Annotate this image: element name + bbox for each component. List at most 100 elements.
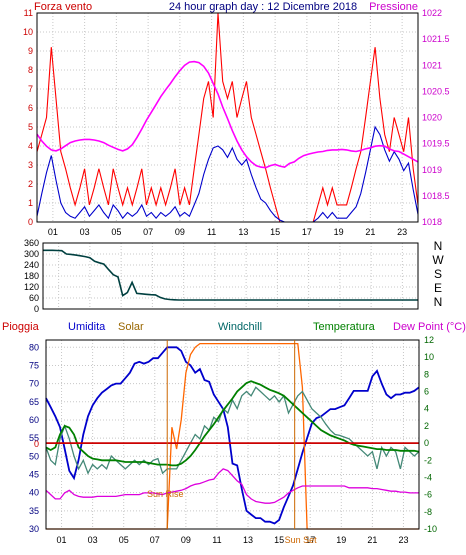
- tick-label: 50: [29, 451, 39, 461]
- left-axis-label: Forza vento: [34, 1, 92, 13]
- tick-label: 8: [28, 65, 33, 75]
- tick-label: 4: [424, 404, 429, 414]
- tick-label: 1020.5: [422, 86, 450, 96]
- annotation-label: Sun Set: [285, 535, 318, 545]
- plot-frame: [36, 12, 419, 223]
- series-line: [36, 125, 419, 223]
- tick-label: 11: [24, 8, 33, 18]
- right-tick-labels: 1018 1018.5 1019 1019.5 1020 1020.5 1021 1021.5…: [422, 8, 450, 227]
- tick-label: 180: [24, 271, 39, 281]
- tick-label: 03: [88, 535, 98, 545]
- tick-label: 45: [29, 469, 39, 479]
- tick-label: -8: [424, 507, 432, 517]
- tick-label: 10: [424, 352, 434, 362]
- tick-label: 1021: [422, 60, 442, 70]
- tick-label: 1021.5: [422, 34, 450, 44]
- plot-frame: [45, 339, 420, 530]
- tick-label: 21: [365, 227, 375, 237]
- tick-label: 2: [28, 179, 33, 189]
- tick-label: 300: [24, 249, 39, 259]
- tick-label: 13: [243, 535, 253, 545]
- tick-label: 1020: [422, 113, 442, 123]
- tick-label: 60: [29, 293, 39, 303]
- tick-label: 360: [24, 238, 39, 248]
- tick-label: 3: [28, 160, 33, 170]
- tick-label: 05: [119, 535, 129, 545]
- tick-label: 0: [424, 438, 429, 448]
- wind-pressure-panel: 24 hour graph day : 12 Dicembre 2018 For…: [23, 1, 450, 237]
- tick-label: 01: [48, 227, 58, 237]
- tick-label: 17: [302, 227, 312, 237]
- tick-label: 13: [238, 227, 248, 237]
- grid: [37, 12, 418, 223]
- tick-label: 30: [29, 524, 39, 534]
- series-line: [45, 468, 419, 504]
- tick-label: 35: [29, 506, 39, 516]
- tick-label: 40: [29, 488, 39, 498]
- series-line: [45, 380, 420, 467]
- legend-entry: Solar: [118, 321, 144, 333]
- tick-label: 07: [143, 227, 153, 237]
- tick-label: 4: [28, 141, 33, 151]
- tick-label: 2: [424, 421, 429, 431]
- tick-label: 11: [212, 535, 221, 545]
- tick-label: 60: [29, 415, 39, 425]
- tick-label: 23: [398, 535, 408, 545]
- plot-frame: [42, 242, 419, 310]
- tick-label: 11: [207, 227, 216, 237]
- tick-label: 10: [23, 27, 33, 37]
- tick-label: 1018: [422, 217, 442, 227]
- direction-label: E: [434, 281, 442, 295]
- tick-label: 05: [111, 227, 121, 237]
- tick-label: 6: [28, 103, 33, 113]
- x-tick-labels: 01 03 05 07 09 11 13 15 17 19 21 23: [57, 535, 409, 545]
- left-tick-labels: 0 1 2 3 4 5 6 7 8 9 10 11: [23, 8, 33, 227]
- tick-label: 09: [181, 535, 191, 545]
- direction-label: N: [434, 239, 443, 253]
- series-line: [43, 249, 418, 301]
- tick-label: 9: [28, 46, 33, 56]
- annotation-label: Sun Rise: [147, 489, 184, 499]
- legend-entry: Temperatura: [313, 321, 376, 333]
- tick-label: 70: [29, 379, 39, 389]
- humidity-temperature-panel: Pioggia Umidita Solar Windchill Temperatura D…: [2, 321, 466, 545]
- tick-label: 01: [57, 535, 67, 545]
- right-axis-label: Pressione: [369, 1, 418, 13]
- tick-label: 21: [367, 535, 377, 545]
- legend: Pioggia Umidita Solar Windchill Temperatura D…: [2, 321, 466, 333]
- tick-label: 8: [424, 369, 429, 379]
- tick-label: -6: [424, 490, 432, 500]
- x-tick-labels: 01 03 05 07 09 11 13 15 17 19 21 23: [48, 227, 407, 237]
- legend-entry: Windchill: [218, 321, 262, 333]
- tick-label: 15: [274, 535, 284, 545]
- tick-label: 75: [29, 360, 39, 370]
- direction-label: S: [434, 267, 442, 281]
- tick-label: 65: [29, 397, 39, 407]
- series-line: [36, 60, 419, 169]
- legend-entry: Pioggia: [2, 321, 40, 333]
- tick-label: 19: [334, 227, 344, 237]
- tick-label: 0: [34, 304, 39, 314]
- tick-label: 1: [28, 198, 33, 208]
- tick-label: 6: [424, 387, 429, 397]
- tick-label: 1019: [422, 165, 442, 175]
- tick-label: 17: [305, 535, 315, 545]
- series-line: [36, 12, 419, 223]
- series-line: [45, 346, 420, 525]
- tick-label: 1019.5: [422, 139, 450, 149]
- tick-label: 1022: [422, 8, 442, 18]
- tick-label: 09: [175, 227, 185, 237]
- tick-label: 23: [397, 227, 407, 237]
- tick-label: 240: [24, 260, 39, 270]
- tick-label: 12: [424, 335, 434, 345]
- annotations: Sun Rise Sun Set: [147, 340, 317, 545]
- right-tick-labels: -10 -8 -6 -4 -2 0 2 4 6 8 10 12: [424, 335, 437, 534]
- tick-label: 5: [28, 122, 33, 132]
- tick-label: 03: [80, 227, 90, 237]
- tick-label: -2: [424, 455, 432, 465]
- direction-label: W: [432, 253, 444, 267]
